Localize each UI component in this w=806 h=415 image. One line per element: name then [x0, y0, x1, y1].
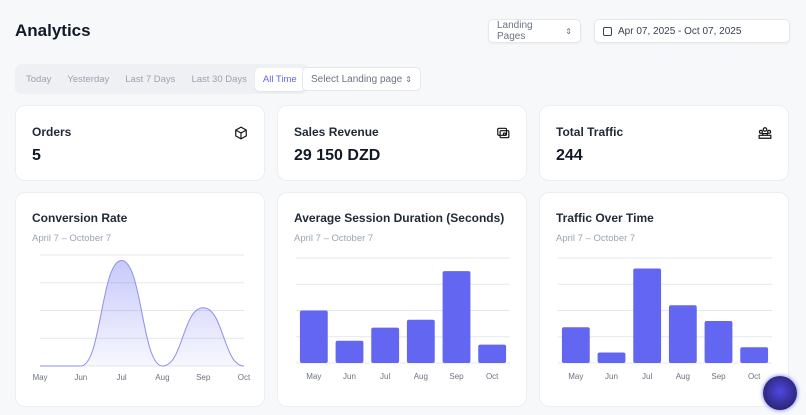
x-tick-label: Sep: [449, 372, 464, 381]
page-title: Analytics: [15, 21, 91, 40]
sales-revenue-card: Sales Revenue 29 150 DZD: [277, 105, 527, 181]
total-traffic-value: 244: [556, 147, 583, 164]
box-icon: [235, 126, 247, 140]
tab-all-time[interactable]: All Time: [254, 67, 305, 91]
conversion-rate-card: Conversion Rate April 7 – October 7 May J…: [15, 192, 265, 407]
total-traffic-label: Total Traffic: [556, 125, 624, 139]
x-tick-label: May: [32, 373, 47, 382]
x-tick-label: Aug: [676, 372, 690, 381]
select-landing-page[interactable]: Select Landing page ⇕: [302, 67, 421, 91]
avg-session-chart: May Jun Jul Aug Sep Oct: [296, 257, 510, 381]
chevron-updown-icon: ⇕: [565, 26, 572, 36]
traffic-over-time-card: Traffic Over Time April 7 – October 7 Ma…: [539, 192, 789, 407]
avg-session-card: Average Session Duration (Seconds) April…: [277, 192, 527, 407]
orders-label: Orders: [32, 125, 72, 139]
orders-value: 5: [32, 147, 41, 164]
x-tick-label: Aug: [155, 373, 169, 382]
sales-revenue-value: 29 150 DZD: [294, 147, 381, 164]
x-tick-label: Jul: [116, 373, 126, 382]
area-line: [40, 260, 245, 367]
bar: [478, 344, 507, 363]
bar: [299, 310, 328, 363]
tab-last-30-days[interactable]: Last 30 Days: [191, 73, 247, 85]
sales-revenue-label: Sales Revenue: [294, 125, 379, 139]
traffic-over-time-chart: May Jun Jul Aug Sep Oct: [558, 257, 772, 381]
users-icon: [758, 127, 772, 139]
date-range-picker[interactable]: Apr 07, 2025 - Oct 07, 2025: [594, 19, 790, 43]
chevron-updown-icon: ⇕: [405, 74, 412, 84]
x-tick-label: Oct: [748, 372, 761, 381]
x-tick-label: Aug: [414, 372, 428, 381]
bar: [442, 271, 471, 363]
chart-subtitle: April 7 – October 7: [32, 233, 112, 244]
bar: [740, 347, 769, 363]
x-tick-label: Jul: [642, 372, 652, 381]
x-tick-label: May: [306, 372, 321, 381]
calendar-icon: [603, 26, 612, 36]
chat-assistant-button[interactable]: [763, 376, 797, 410]
conversion-rate-chart: May Jun Jul Aug Sep Oct: [32, 254, 251, 382]
tab-yesterday[interactable]: Yesterday: [67, 73, 110, 85]
chart-title: Traffic Over Time: [556, 211, 654, 225]
wallet-icon: [497, 127, 510, 139]
select-landing-page-label: Select Landing page: [311, 73, 403, 85]
bar: [406, 319, 435, 363]
x-tick-label: Sep: [711, 372, 726, 381]
x-tick-label: Jun: [74, 373, 87, 382]
chart-title: Average Session Duration (Seconds): [294, 211, 505, 225]
x-tick-label: Jun: [605, 372, 618, 381]
x-tick-label: Oct: [486, 372, 499, 381]
x-tick-label: Oct: [238, 373, 251, 382]
chart-subtitle: April 7 – October 7: [556, 233, 636, 244]
x-tick-label: Jul: [380, 372, 390, 381]
total-traffic-card: Total Traffic 244: [539, 105, 789, 181]
bar: [335, 340, 364, 363]
chart-subtitle: April 7 – October 7: [294, 233, 374, 244]
bar: [597, 352, 626, 363]
bar: [633, 268, 662, 363]
bar: [561, 327, 590, 363]
x-tick-label: Jun: [343, 372, 356, 381]
tab-last-7-days[interactable]: Last 7 Days: [125, 73, 176, 85]
landing-pages-label: Landing Pages: [497, 20, 533, 42]
bar: [668, 305, 697, 363]
time-range-tabs: Today Yesterday Last 7 Days Last 30 Days…: [15, 64, 308, 94]
x-tick-label: Sep: [196, 373, 211, 382]
bar: [704, 321, 733, 363]
date-range-label: Apr 07, 2025 - Oct 07, 2025: [618, 25, 742, 37]
chart-title: Conversion Rate: [32, 211, 128, 225]
orders-card: Orders 5: [15, 105, 265, 181]
bar: [371, 327, 400, 363]
x-tick-label: May: [568, 372, 583, 381]
landing-pages-select[interactable]: Landing Pages ⇕: [488, 19, 581, 43]
tab-today[interactable]: Today: [26, 73, 52, 85]
